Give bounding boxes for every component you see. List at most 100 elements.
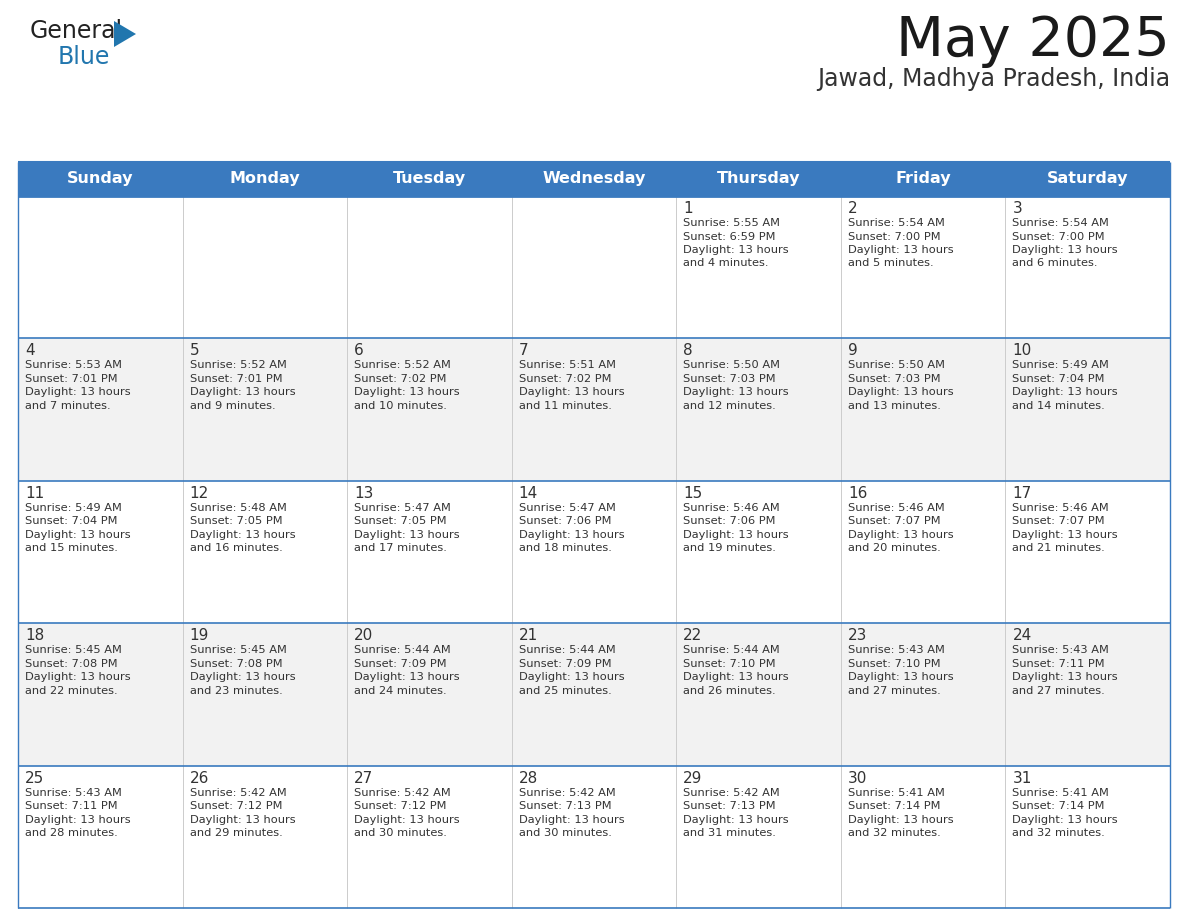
- Text: Daylight: 13 hours: Daylight: 13 hours: [1012, 672, 1118, 682]
- Text: Daylight: 13 hours: Daylight: 13 hours: [354, 814, 460, 824]
- Text: Daylight: 13 hours: Daylight: 13 hours: [848, 530, 954, 540]
- Text: 18: 18: [25, 628, 44, 644]
- Text: Sunrise: 5:46 AM: Sunrise: 5:46 AM: [1012, 503, 1110, 513]
- Text: Sunrise: 5:43 AM: Sunrise: 5:43 AM: [25, 788, 122, 798]
- Text: and 24 minutes.: and 24 minutes.: [354, 686, 447, 696]
- Text: Sunrise: 5:47 AM: Sunrise: 5:47 AM: [354, 503, 451, 513]
- Text: Sunrise: 5:48 AM: Sunrise: 5:48 AM: [190, 503, 286, 513]
- Text: 13: 13: [354, 486, 373, 501]
- Text: and 5 minutes.: and 5 minutes.: [848, 259, 934, 268]
- Text: Daylight: 13 hours: Daylight: 13 hours: [1012, 387, 1118, 397]
- Text: Sunset: 7:00 PM: Sunset: 7:00 PM: [848, 231, 941, 241]
- Text: Sunset: 7:00 PM: Sunset: 7:00 PM: [1012, 231, 1105, 241]
- Text: Sunrise: 5:44 AM: Sunrise: 5:44 AM: [519, 645, 615, 655]
- Text: Sunrise: 5:50 AM: Sunrise: 5:50 AM: [683, 361, 781, 370]
- Text: and 13 minutes.: and 13 minutes.: [848, 401, 941, 411]
- Text: Sunrise: 5:46 AM: Sunrise: 5:46 AM: [848, 503, 944, 513]
- Text: Daylight: 13 hours: Daylight: 13 hours: [519, 530, 625, 540]
- Bar: [18, 196, 1170, 339]
- Text: 4: 4: [25, 343, 34, 358]
- Text: Sunrise: 5:55 AM: Sunrise: 5:55 AM: [683, 218, 781, 228]
- Text: Sunrise: 5:41 AM: Sunrise: 5:41 AM: [848, 788, 944, 798]
- Text: 26: 26: [190, 770, 209, 786]
- Text: Sunset: 7:11 PM: Sunset: 7:11 PM: [1012, 659, 1105, 668]
- Text: Daylight: 13 hours: Daylight: 13 hours: [190, 814, 295, 824]
- Text: 7: 7: [519, 343, 529, 358]
- Text: Daylight: 13 hours: Daylight: 13 hours: [25, 530, 131, 540]
- Text: Sunset: 7:02 PM: Sunset: 7:02 PM: [519, 374, 611, 384]
- Text: Sunset: 7:07 PM: Sunset: 7:07 PM: [1012, 516, 1105, 526]
- Text: Monday: Monday: [229, 172, 301, 186]
- Text: 21: 21: [519, 628, 538, 644]
- Text: Sunset: 7:12 PM: Sunset: 7:12 PM: [354, 801, 447, 812]
- Text: Sunset: 7:07 PM: Sunset: 7:07 PM: [848, 516, 941, 526]
- Text: and 7 minutes.: and 7 minutes.: [25, 401, 110, 411]
- Text: Daylight: 13 hours: Daylight: 13 hours: [25, 387, 131, 397]
- Text: 14: 14: [519, 486, 538, 501]
- Text: May 2025: May 2025: [896, 14, 1170, 68]
- Text: Daylight: 13 hours: Daylight: 13 hours: [519, 387, 625, 397]
- Text: Daylight: 13 hours: Daylight: 13 hours: [354, 672, 460, 682]
- Bar: [18, 481, 1170, 623]
- Text: Sunrise: 5:50 AM: Sunrise: 5:50 AM: [848, 361, 944, 370]
- Text: 11: 11: [25, 486, 44, 501]
- Text: and 27 minutes.: and 27 minutes.: [848, 686, 941, 696]
- Bar: [18, 162, 1170, 196]
- Text: and 6 minutes.: and 6 minutes.: [1012, 259, 1098, 268]
- Text: Sunset: 6:59 PM: Sunset: 6:59 PM: [683, 231, 776, 241]
- Text: Sunset: 7:13 PM: Sunset: 7:13 PM: [519, 801, 612, 812]
- Text: 17: 17: [1012, 486, 1031, 501]
- Text: Tuesday: Tuesday: [393, 172, 466, 186]
- Text: Sunrise: 5:44 AM: Sunrise: 5:44 AM: [683, 645, 781, 655]
- Text: Daylight: 13 hours: Daylight: 13 hours: [1012, 814, 1118, 824]
- Text: and 11 minutes.: and 11 minutes.: [519, 401, 612, 411]
- Text: Sunset: 7:13 PM: Sunset: 7:13 PM: [683, 801, 776, 812]
- Text: and 30 minutes.: and 30 minutes.: [519, 828, 612, 838]
- Text: Sunrise: 5:54 AM: Sunrise: 5:54 AM: [848, 218, 944, 228]
- Text: and 14 minutes.: and 14 minutes.: [1012, 401, 1105, 411]
- Text: Sunrise: 5:42 AM: Sunrise: 5:42 AM: [683, 788, 781, 798]
- Text: and 12 minutes.: and 12 minutes.: [683, 401, 776, 411]
- Text: Sunset: 7:03 PM: Sunset: 7:03 PM: [683, 374, 776, 384]
- Text: 23: 23: [848, 628, 867, 644]
- Text: Sunset: 7:14 PM: Sunset: 7:14 PM: [848, 801, 941, 812]
- Text: Sunrise: 5:47 AM: Sunrise: 5:47 AM: [519, 503, 615, 513]
- Text: Daylight: 13 hours: Daylight: 13 hours: [190, 387, 295, 397]
- Text: 22: 22: [683, 628, 702, 644]
- Text: 31: 31: [1012, 770, 1032, 786]
- Text: Daylight: 13 hours: Daylight: 13 hours: [683, 245, 789, 255]
- Text: 8: 8: [683, 343, 693, 358]
- Text: Sunset: 7:05 PM: Sunset: 7:05 PM: [354, 516, 447, 526]
- Text: Daylight: 13 hours: Daylight: 13 hours: [519, 672, 625, 682]
- Bar: [18, 339, 1170, 481]
- Text: Sunrise: 5:42 AM: Sunrise: 5:42 AM: [354, 788, 451, 798]
- Text: 15: 15: [683, 486, 702, 501]
- Text: Sunrise: 5:41 AM: Sunrise: 5:41 AM: [1012, 788, 1110, 798]
- Text: Sunrise: 5:49 AM: Sunrise: 5:49 AM: [1012, 361, 1110, 370]
- Text: Blue: Blue: [58, 45, 110, 69]
- Text: Daylight: 13 hours: Daylight: 13 hours: [190, 530, 295, 540]
- Text: 16: 16: [848, 486, 867, 501]
- Text: Daylight: 13 hours: Daylight: 13 hours: [683, 672, 789, 682]
- Text: Sunset: 7:09 PM: Sunset: 7:09 PM: [519, 659, 612, 668]
- Text: and 31 minutes.: and 31 minutes.: [683, 828, 776, 838]
- Text: 20: 20: [354, 628, 373, 644]
- Text: Wednesday: Wednesday: [542, 172, 646, 186]
- Text: and 30 minutes.: and 30 minutes.: [354, 828, 447, 838]
- Text: Daylight: 13 hours: Daylight: 13 hours: [1012, 245, 1118, 255]
- Text: Saturday: Saturday: [1047, 172, 1129, 186]
- Text: Sunrise: 5:49 AM: Sunrise: 5:49 AM: [25, 503, 122, 513]
- Text: Sunset: 7:10 PM: Sunset: 7:10 PM: [848, 659, 941, 668]
- Text: Sunset: 7:01 PM: Sunset: 7:01 PM: [190, 374, 283, 384]
- Text: Thursday: Thursday: [716, 172, 801, 186]
- Text: 25: 25: [25, 770, 44, 786]
- Text: and 10 minutes.: and 10 minutes.: [354, 401, 447, 411]
- Text: and 22 minutes.: and 22 minutes.: [25, 686, 118, 696]
- Text: Friday: Friday: [896, 172, 950, 186]
- Text: 6: 6: [354, 343, 364, 358]
- Text: Sunrise: 5:52 AM: Sunrise: 5:52 AM: [190, 361, 286, 370]
- Text: 29: 29: [683, 770, 702, 786]
- Text: Sunrise: 5:46 AM: Sunrise: 5:46 AM: [683, 503, 781, 513]
- Text: Daylight: 13 hours: Daylight: 13 hours: [354, 530, 460, 540]
- Text: Daylight: 13 hours: Daylight: 13 hours: [848, 814, 954, 824]
